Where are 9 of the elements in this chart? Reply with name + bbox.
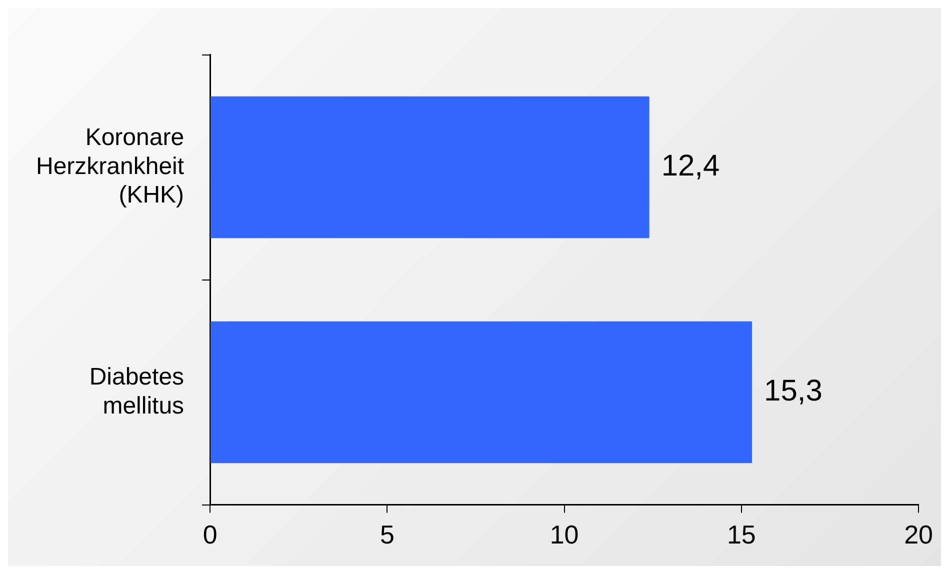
data-label: 12,4 <box>661 150 720 183</box>
x-tick-label: 15 <box>726 520 756 550</box>
x-tick-label: 5 <box>380 520 394 550</box>
x-tick-label: 20 <box>904 520 933 550</box>
y-tick-label: Diabetes mellitus <box>89 364 184 420</box>
x-tick-label: 10 <box>550 520 579 550</box>
y-tick-label: Koronare Herzkrankheit (KHK) <box>36 124 184 209</box>
data-label: 15,3 <box>764 374 822 408</box>
x-tick-label: 0 <box>202 520 218 550</box>
